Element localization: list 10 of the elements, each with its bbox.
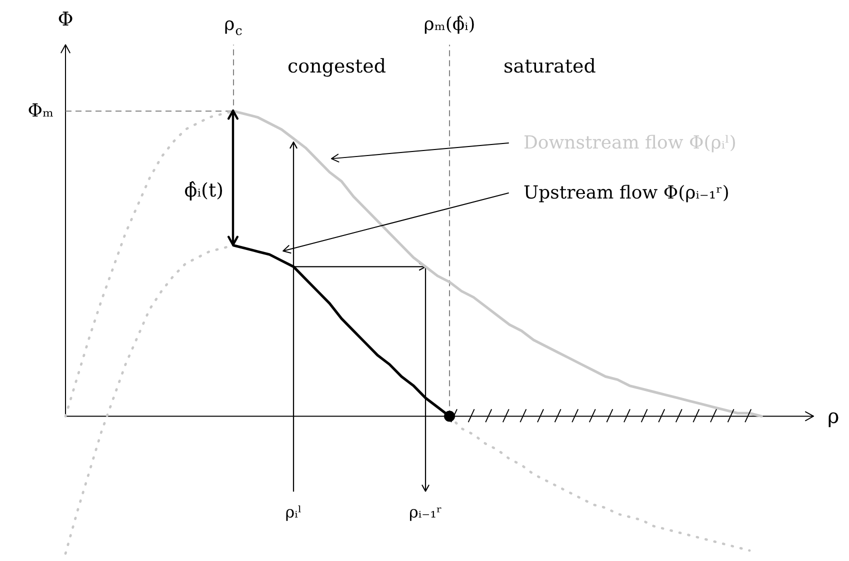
x-tick-label: ρₘ(ϕ̂ᵢ) — [424, 14, 476, 36]
ref-line-label: Φₘ — [28, 100, 54, 122]
text: congested — [288, 56, 386, 78]
x-axis-title: ρ — [828, 404, 840, 428]
x-tick-label: ρᵢ₋₁ʳ — [408, 502, 442, 522]
x-tick-label: ρᵢˡ — [285, 502, 302, 522]
text: saturated — [504, 56, 596, 78]
y-axis-title: Φ — [58, 8, 74, 31]
annotation: ϕ̂ᵢ(t) — [184, 179, 224, 202]
text: Upstream flow Φ(ρᵢ₋₁ʳ) — [523, 182, 730, 204]
